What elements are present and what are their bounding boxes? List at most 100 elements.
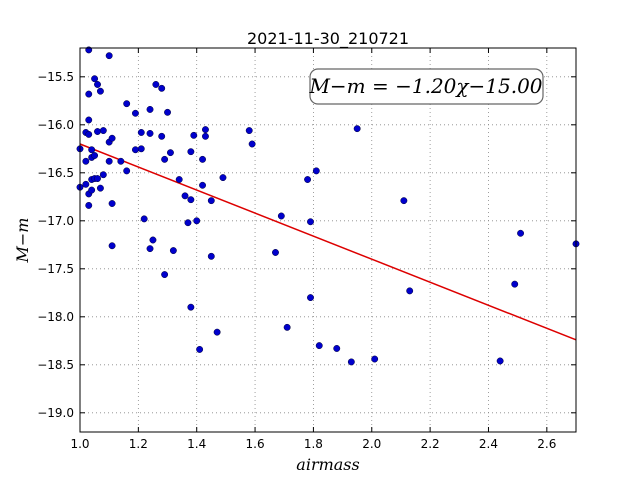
data-point (140, 215, 148, 223)
data-point (158, 132, 166, 140)
data-point (82, 157, 90, 165)
x-tick-label: 1.6 (246, 437, 265, 451)
data-point (199, 181, 206, 189)
data-point (199, 155, 206, 163)
data-point (347, 358, 355, 366)
x-tick-label: 2.4 (479, 437, 498, 451)
data-point (406, 287, 414, 295)
data-point (190, 131, 198, 139)
data-point (96, 87, 104, 95)
data-point (108, 134, 116, 142)
data-point (196, 345, 204, 353)
data-point (85, 201, 93, 209)
data-point (333, 345, 341, 352)
data-point (283, 323, 291, 331)
data-point (207, 252, 215, 260)
fit-legend-frame (309, 68, 544, 105)
data-point (187, 303, 195, 311)
data-point (158, 84, 166, 92)
chart-title: 2021-11-30_210721 (247, 29, 409, 49)
data-point (166, 149, 174, 157)
plot-frame (79, 47, 577, 433)
data-point (82, 180, 90, 188)
data-point (131, 146, 139, 154)
data-point (202, 132, 209, 140)
y-tick-label: −17.0 (37, 214, 74, 228)
data-point (169, 247, 177, 255)
data-point (123, 167, 131, 175)
y-tick-label: −17.5 (37, 262, 74, 276)
data-point (146, 245, 154, 253)
data-point (85, 90, 93, 98)
data-points (76, 46, 580, 366)
y-tick-label: −18.0 (37, 310, 74, 324)
data-point (108, 242, 116, 250)
data-point (400, 197, 408, 205)
data-point (312, 167, 320, 175)
fit-line-layer (79, 143, 577, 341)
data-point (202, 126, 209, 134)
data-point (193, 217, 201, 225)
data-point (248, 140, 256, 148)
data-point (161, 155, 169, 163)
x-tick-label: 2.2 (421, 437, 440, 451)
data-point (161, 271, 169, 279)
data-point (304, 176, 312, 183)
data-point (181, 192, 189, 200)
axis-ticks: 1.0 1.2 1.4 1.6 1.8 2.0 2.2 2.4 2.6 −15.5 −16.0 −16… (37, 48, 576, 451)
data-point (272, 249, 279, 256)
data-point (88, 186, 96, 194)
data-point (131, 109, 139, 117)
data-point (85, 116, 93, 124)
data-point (108, 200, 116, 207)
data-point (94, 128, 101, 135)
data-point (307, 294, 314, 302)
data-point (117, 157, 125, 165)
fit-equation-label: M−m = −1.20χ−15.00 (308, 74, 542, 98)
data-point (105, 157, 113, 165)
data-point (496, 357, 504, 365)
x-tick-label: 2.0 (362, 437, 381, 451)
y-tick-label: −16.0 (37, 118, 74, 132)
y-tick-label: −19.0 (37, 406, 74, 420)
data-point (219, 174, 227, 182)
data-point (137, 129, 145, 136)
data-point (187, 196, 195, 204)
data-point (85, 130, 93, 138)
data-point (315, 342, 323, 350)
data-point (187, 148, 195, 156)
data-point (277, 212, 285, 220)
data-point (99, 171, 107, 179)
data-point (94, 81, 101, 88)
x-tick-label: 2.6 (537, 437, 556, 451)
data-point (511, 280, 519, 288)
x-tick-label: 1.8 (304, 437, 323, 451)
data-point (88, 146, 96, 154)
x-tick-label: 1.2 (129, 437, 148, 451)
data-point (245, 127, 253, 135)
data-point (91, 75, 99, 83)
data-point (152, 81, 160, 88)
data-point (353, 125, 361, 133)
data-point (307, 218, 314, 226)
y-tick-label: −16.5 (37, 166, 74, 180)
y-tick-label: −15.5 (37, 70, 74, 84)
x-axis-label: airmass (296, 455, 359, 474)
data-point (94, 175, 101, 183)
data-point (96, 184, 104, 192)
y-axis-label: M−m (13, 218, 32, 264)
data-point (99, 127, 107, 135)
x-tick-label: 1.4 (187, 437, 206, 451)
data-point (164, 108, 171, 116)
data-point (207, 197, 215, 205)
data-point (123, 100, 131, 108)
data-point (371, 355, 379, 363)
data-point (213, 328, 221, 336)
data-point (184, 219, 192, 227)
fit-legend-box: M−m = −1.20χ−15.00 (308, 68, 544, 105)
data-point (517, 229, 525, 237)
data-point (146, 129, 154, 137)
x-tick-label: 1.0 (70, 437, 89, 451)
data-point (137, 145, 145, 153)
fit-line (79, 143, 577, 341)
